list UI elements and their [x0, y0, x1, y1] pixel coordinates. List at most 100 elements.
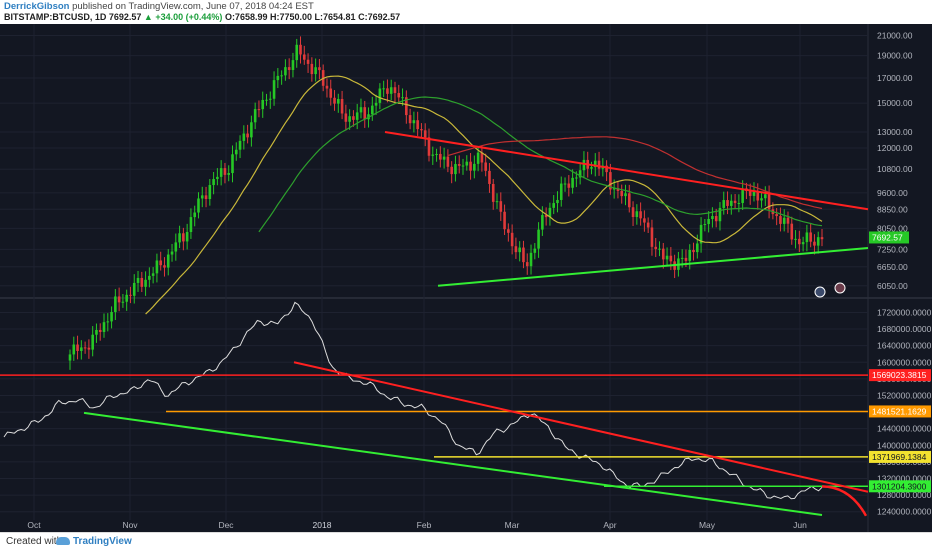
candle-body [185, 232, 189, 242]
candle-body [378, 88, 382, 103]
symbol-label: BITSTAMP:BTCUSD, 1D [4, 12, 107, 22]
candle-body [654, 246, 658, 250]
candle-body [250, 122, 253, 138]
level-badge-green [869, 480, 931, 493]
candle-body [144, 279, 147, 287]
candle-body [140, 277, 144, 287]
candle-body [299, 44, 302, 55]
upper-y-tick-label: 12000.00 [877, 143, 913, 153]
projection-curve [821, 485, 868, 517]
candle-body [408, 115, 412, 124]
candle-body [102, 322, 106, 332]
candle-body [261, 99, 265, 110]
candle-body [537, 229, 540, 249]
candle-body [533, 248, 537, 253]
upper-y-tick-label: 8850.00 [877, 204, 908, 214]
candle-body [491, 183, 495, 202]
candle-body [291, 60, 295, 70]
candle-body [178, 233, 181, 243]
upper-support-trendline [437, 247, 869, 287]
candle-body [571, 177, 574, 188]
candle-body [820, 237, 824, 240]
candle-body [680, 257, 684, 259]
candle-body [798, 238, 801, 245]
candle-body [163, 265, 166, 268]
candle-body [159, 260, 162, 266]
candle-body [661, 248, 665, 260]
candle-body [272, 80, 276, 99]
candle-body [813, 241, 816, 246]
author-link[interactable]: DerrickGibson [4, 1, 70, 12]
upper-y-tick-label: 6650.00 [877, 262, 908, 272]
upper-y-tick-label: 17000.00 [877, 73, 913, 83]
candle-body [684, 257, 688, 261]
chart-header: DerrickGibson published on TradingView.c… [0, 0, 932, 24]
candle-body [280, 75, 283, 77]
candle-body [597, 160, 601, 169]
upper-y-tick-label: 15000.00 [877, 98, 913, 108]
candle-body [371, 105, 374, 115]
lower-y-tick-label: 1520000.0000 [877, 390, 932, 400]
candle-body [268, 98, 272, 100]
candle-body [556, 199, 559, 204]
level-label-orange: 1481521.1629 [872, 406, 927, 416]
candle-body [567, 183, 571, 188]
symbol-info: BITSTAMP:BTCUSD, 1D 7692.57 ▲ +34.00 (+0… [4, 12, 400, 22]
candle-body [718, 207, 722, 222]
candle-body [284, 67, 287, 76]
candle-body [110, 312, 113, 322]
lower-y-tick-label: 1320000.0000 [877, 473, 932, 483]
moving-average-100 [447, 136, 823, 210]
candle-body [148, 275, 151, 280]
candle-body [695, 243, 699, 253]
level-label-red: 1569023.3815 [872, 370, 927, 380]
candle-body [480, 152, 484, 163]
candle-body [575, 177, 578, 179]
candle-body [238, 140, 242, 150]
candle-body [488, 170, 491, 184]
candle-body [83, 347, 87, 349]
lower-y-tick-label: 1680000.0000 [877, 324, 932, 334]
candle-body [117, 296, 121, 303]
candle-body [469, 161, 472, 171]
moving-average-20 [145, 75, 823, 315]
candle-body [318, 67, 321, 71]
tradingview-logo[interactable]: TradingView [56, 536, 132, 547]
candle-body [631, 207, 635, 218]
lower-y-tick-label: 1280000.0000 [877, 490, 932, 500]
candle-body [627, 193, 631, 208]
candle-body [782, 217, 786, 224]
candle-body [650, 227, 654, 247]
upper-y-tick-label: 9600.00 [877, 188, 908, 198]
created-with-text: Created with [6, 536, 63, 547]
level-label-yellow: 1371969.1384 [872, 452, 927, 462]
candle-body [624, 193, 627, 197]
candle-body [801, 242, 805, 245]
candle-body [711, 216, 714, 219]
candle-body [151, 273, 155, 276]
candle-body [767, 194, 771, 210]
candle-body [80, 347, 83, 351]
candle-body [306, 59, 310, 64]
price-chart[interactable]: 21000.00 19000.00 17000.00 15000.00 13000.00… [0, 24, 932, 532]
open-value: O:7658.99 [224, 12, 268, 22]
candle-body [382, 88, 385, 90]
candle-body [98, 329, 102, 332]
candle-body [658, 248, 661, 250]
x-tick-label: Apr [603, 520, 616, 530]
x-tick-label: Nov [122, 520, 138, 530]
candle-body [699, 224, 703, 244]
chart-area[interactable]: 21000.00 19000.00 17000.00 15000.00 13000.00… [0, 24, 932, 532]
tradingview-brand: TradingView [73, 536, 132, 547]
candle-body [529, 252, 533, 267]
level-badge-red [869, 369, 931, 382]
candle-body [752, 191, 756, 196]
candle-body [393, 87, 397, 94]
candle-body [639, 211, 642, 219]
x-tick-label: Feb [417, 520, 432, 530]
lower-y-tick-label: 1720000.0000 [877, 307, 932, 317]
candle-body [707, 218, 710, 225]
candle-body [182, 233, 185, 242]
candle-body [246, 133, 249, 138]
candle-body [344, 113, 348, 122]
